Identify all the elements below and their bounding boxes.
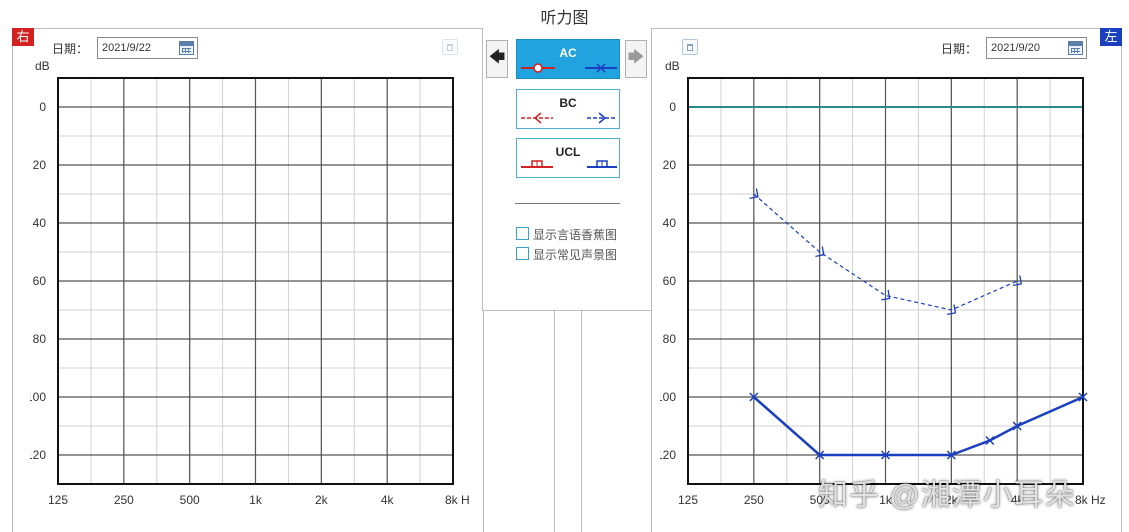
plot-frame	[57, 77, 454, 485]
ac-symbol-icon	[521, 63, 617, 73]
y-tick-label: 120	[30, 448, 46, 462]
x-tick-label: 250	[744, 493, 764, 507]
ac-point-marker	[880, 450, 891, 460]
copy-to-left-button[interactable]: 🡆	[625, 40, 647, 78]
left-audiogram-chart: dB 0 20 40 60 80 100 120 125 250 500 1k 2k 4k 8k Hz	[660, 59, 1106, 507]
right-audiogram-chart: dB 0 20 40 60 80 100 120 125 250 500 1k 2k 4k 8k Hz	[30, 59, 470, 507]
bc-point-marker	[815, 246, 825, 257]
ucl-symbol-icon	[521, 160, 617, 168]
option-label: 显示言语香蕉图	[533, 228, 618, 242]
plot-frame	[687, 77, 1084, 485]
right-date-value: 2021/9/22	[102, 42, 151, 54]
bc-point-marker	[946, 304, 957, 315]
checkbox[interactable]	[516, 247, 529, 260]
ac-point-marker	[815, 450, 825, 460]
mode-bc-button[interactable]: BC	[516, 89, 620, 129]
y-tick-label: 60	[33, 274, 47, 288]
ac-point-marker	[985, 435, 995, 446]
mode-ac-button[interactable]: AC	[516, 39, 620, 79]
y-tick-label: 40	[33, 216, 47, 230]
x-tick-label: 1k	[249, 493, 263, 507]
y-tick-label: 100	[30, 390, 46, 404]
checkbox[interactable]	[516, 227, 529, 240]
y-tick-label: 0	[669, 100, 676, 114]
x-tick-label: 125	[48, 493, 68, 507]
y-tick-label: 120	[660, 448, 676, 462]
mode-ucl-label: UCL	[555, 145, 581, 159]
ac-point-marker	[1012, 421, 1022, 431]
left-ear-badge: 左	[1100, 28, 1122, 46]
mode-ac-label: AC	[559, 46, 577, 60]
option-label: 显示常见声景图	[533, 248, 618, 262]
calendar-icon[interactable]	[179, 41, 194, 55]
x-tick-label: 2k	[945, 493, 959, 507]
x-tick-label: 4k	[1011, 493, 1025, 507]
x-tick-label: 1k	[879, 493, 893, 507]
bc-symbol-icon	[521, 112, 617, 124]
y-tick-label: 0	[39, 100, 46, 114]
x-tick-label: 2k	[315, 493, 329, 507]
y-tick-label: 40	[663, 216, 677, 230]
left-date-value: 2021/9/20	[991, 42, 1040, 54]
left-date-input[interactable]: 2021/9/20	[986, 37, 1087, 59]
bc-point-marker	[881, 289, 891, 301]
ac-point-marker	[1078, 392, 1088, 402]
trash-icon[interactable]	[682, 39, 698, 55]
y-tick-label: 20	[33, 158, 47, 172]
bc-series-line	[753, 193, 1018, 311]
x-tick-label: 500	[180, 493, 200, 507]
trash-icon[interactable]	[442, 39, 458, 55]
left-ear-panel	[651, 28, 1122, 532]
mode-ucl-button[interactable]: UCL	[516, 138, 620, 178]
right-date-input[interactable]: 2021/9/22	[97, 37, 198, 59]
y-unit-label: dB	[35, 59, 50, 73]
y-tick-label: 100	[660, 390, 676, 404]
copy-to-right-button[interactable]: 🡄	[486, 40, 508, 78]
y-tick-label: 80	[33, 332, 47, 346]
mode-bc-label: BC	[559, 96, 577, 110]
x-tick-label: 8k Hz	[1075, 493, 1106, 507]
x-tick-label: 4k	[381, 493, 395, 507]
y-unit-label: dB	[665, 59, 680, 73]
y-tick-label: 80	[663, 332, 677, 346]
right-ear-badge: 右	[12, 28, 34, 46]
bc-point-marker	[1012, 275, 1023, 286]
ac-point-marker	[749, 392, 759, 402]
left-date-label: 日期：	[941, 42, 978, 56]
calendar-icon[interactable]	[1068, 41, 1083, 55]
ac-point-marker	[946, 450, 956, 460]
y-tick-label: 20	[663, 158, 677, 172]
x-tick-label: 500	[810, 493, 830, 507]
x-tick-label: 125	[678, 493, 698, 507]
watermark: 知乎 @湘潭小耳朵	[818, 479, 1076, 512]
bc-point-marker	[749, 188, 759, 199]
panel-divider	[515, 203, 620, 204]
right-date-label: 日期：	[52, 42, 89, 56]
audiogram-title: 听力图	[540, 10, 589, 27]
x-tick-label: 250	[114, 493, 134, 507]
x-tick-label: 8k Hz	[445, 493, 470, 507]
y-tick-label: 60	[663, 274, 677, 288]
